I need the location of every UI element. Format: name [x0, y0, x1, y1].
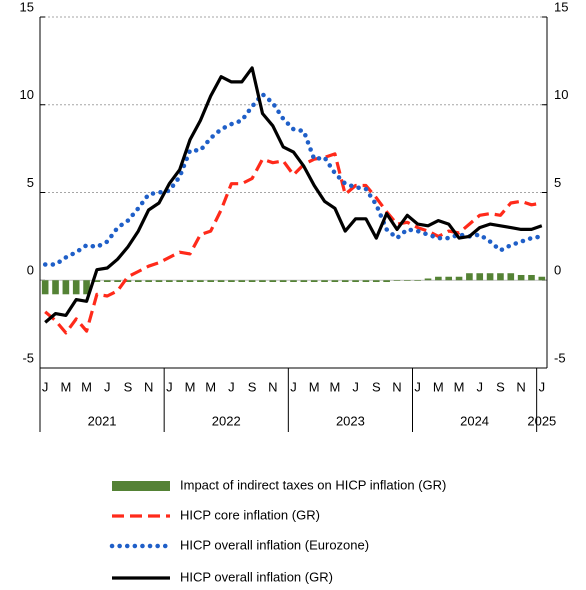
x-tick-label: J	[228, 379, 235, 394]
x-tick-label: J	[476, 379, 483, 394]
line-series	[44, 66, 543, 324]
year-label: 2024	[460, 413, 489, 428]
bar	[341, 280, 349, 283]
x-tick-label: M	[329, 379, 340, 394]
bar	[290, 280, 297, 283]
year-label: 2022	[212, 413, 241, 428]
x-tick-label: M	[309, 379, 320, 394]
bar	[517, 274, 525, 281]
bar	[145, 280, 152, 283]
bar	[393, 280, 401, 281]
bar	[424, 278, 432, 281]
bar	[497, 273, 504, 281]
x-tick-label: J	[104, 379, 111, 394]
bar	[372, 280, 380, 283]
bar	[455, 276, 463, 281]
legend-label: HICP core inflation (GR)	[180, 507, 320, 522]
bar	[103, 280, 111, 283]
bar	[331, 280, 339, 283]
y2-tick-label: 10	[554, 87, 568, 102]
bar	[228, 280, 235, 283]
legend-label: Impact of indirect taxes on HICP inflati…	[180, 477, 446, 492]
bar	[414, 280, 421, 281]
bar	[155, 280, 163, 283]
x-tick-label: N	[392, 379, 401, 394]
bar	[124, 280, 132, 283]
bar	[486, 273, 494, 281]
x-tick-label: J	[166, 379, 173, 394]
bar	[321, 280, 328, 283]
bar	[404, 280, 411, 281]
bar	[197, 280, 204, 283]
bar	[83, 280, 90, 295]
bar	[114, 280, 121, 283]
bar	[445, 276, 453, 281]
bar	[476, 273, 484, 281]
x-tick-label: M	[433, 379, 444, 394]
legend-swatch	[112, 481, 170, 491]
bar	[238, 280, 246, 283]
x-tick-label: N	[516, 379, 525, 394]
y-tick-label: 0	[27, 263, 34, 278]
bar	[52, 280, 59, 295]
line-series	[44, 152, 543, 335]
bar	[166, 280, 173, 283]
x-tick-label: M	[454, 379, 465, 394]
legend-label: HICP overall inflation (GR)	[180, 569, 333, 584]
bar	[362, 280, 370, 283]
bar	[435, 276, 442, 281]
bar	[352, 280, 359, 283]
y2-tick-label: 0	[554, 263, 561, 278]
x-tick-label: M	[81, 379, 92, 394]
y-tick-label: -5	[22, 350, 34, 365]
bar	[62, 280, 70, 295]
bar	[466, 273, 473, 281]
bar	[310, 280, 318, 283]
bar	[207, 280, 215, 283]
x-tick-label: M	[205, 379, 216, 394]
x-tick-label: M	[185, 379, 196, 394]
bar	[507, 273, 515, 281]
x-tick-label: N	[144, 379, 153, 394]
x-tick-label: J	[414, 379, 421, 394]
year-label: 2025	[527, 413, 556, 428]
bar	[538, 276, 546, 281]
bar	[72, 280, 80, 295]
y2-tick-label: -5	[554, 350, 566, 365]
bar	[176, 280, 183, 283]
y2-tick-label: 15	[554, 0, 568, 14]
y2-tick-label: 5	[554, 175, 561, 190]
bar	[528, 274, 535, 281]
x-tick-label: J	[290, 379, 297, 394]
year-label: 2021	[88, 413, 117, 428]
bar	[248, 280, 256, 283]
bar	[383, 280, 390, 283]
line-series	[42, 91, 545, 267]
x-tick-label: J	[42, 379, 49, 394]
x-tick-label: S	[496, 379, 505, 394]
bar	[186, 280, 194, 283]
x-tick-label: J	[352, 379, 359, 394]
x-tick-label: S	[372, 379, 381, 394]
bar	[217, 280, 225, 283]
bar	[41, 280, 49, 295]
x-tick-label: N	[268, 379, 277, 394]
x-tick-label: M	[60, 379, 71, 394]
x-tick-label: S	[124, 379, 133, 394]
bar	[259, 280, 266, 283]
y-tick-label: 15	[20, 0, 34, 14]
legend-label: HICP overall inflation (Eurozone)	[180, 537, 369, 552]
x-tick-label: S	[248, 379, 257, 394]
bar	[93, 280, 101, 283]
x-tick-label: J	[539, 379, 546, 394]
bar	[300, 280, 308, 283]
bar	[279, 280, 287, 283]
year-label: 2023	[336, 413, 365, 428]
bar	[269, 280, 277, 283]
bar	[134, 280, 142, 283]
y-tick-label: 10	[20, 87, 34, 102]
y-tick-label: 5	[27, 175, 34, 190]
